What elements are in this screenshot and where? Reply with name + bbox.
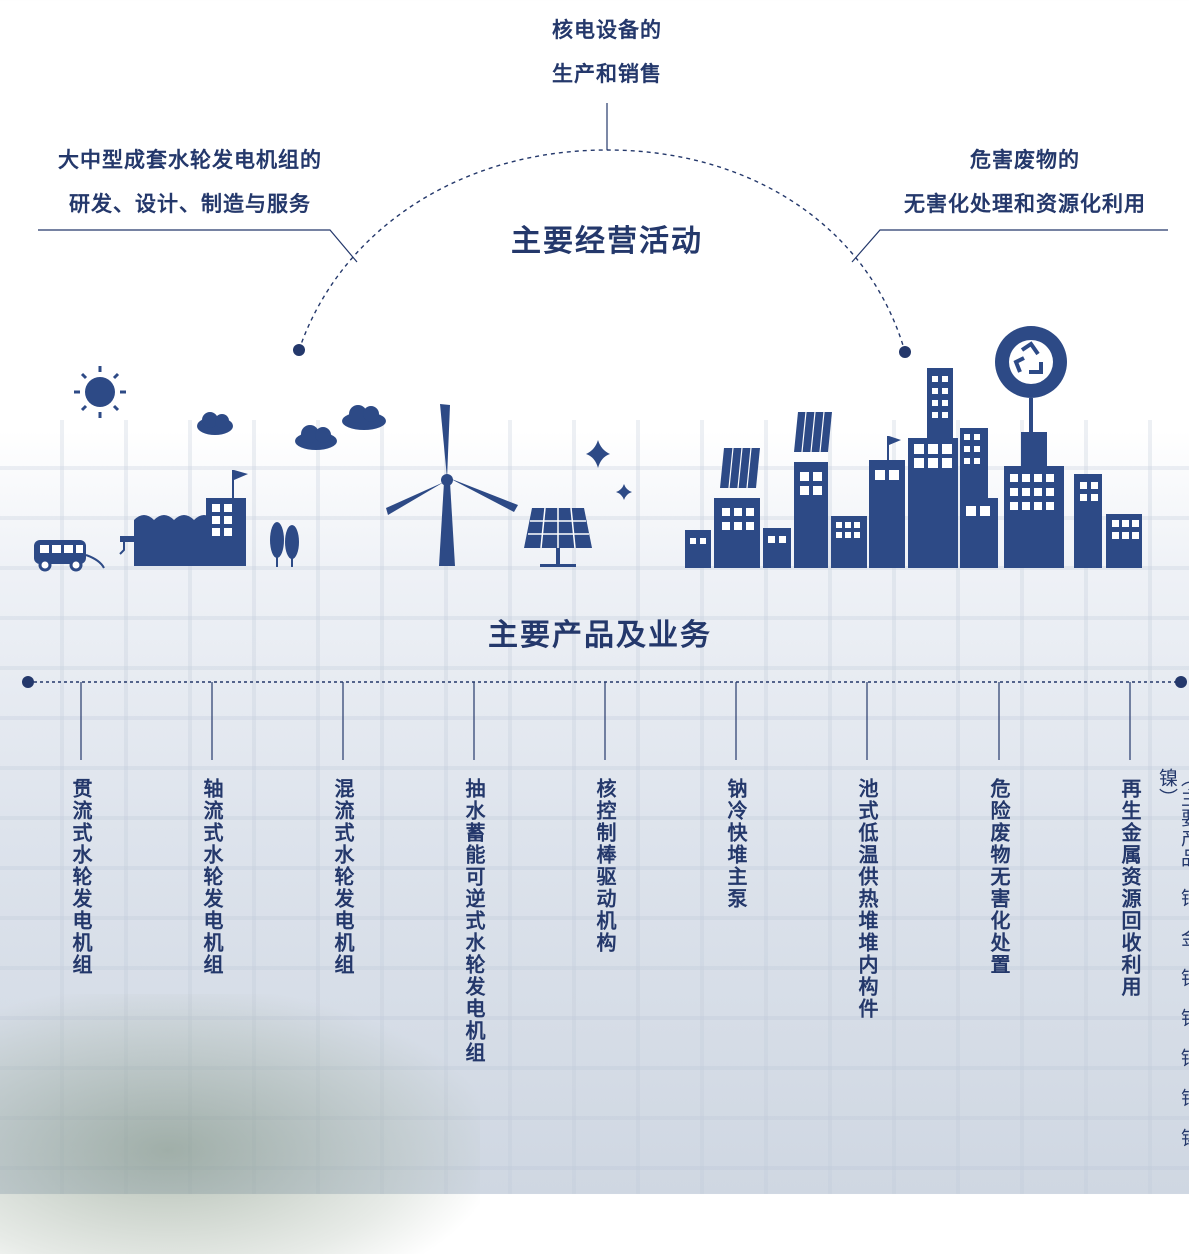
electric-bus-icon (34, 540, 105, 572)
left-leader-line (38, 229, 358, 263)
right-leader-line (851, 229, 1168, 263)
top-activity-line2: 生产和销售 (552, 62, 662, 86)
top-activity-label: 核电设备的 生产和销售 (457, 8, 757, 96)
products-title: 主要产品及业务 (488, 618, 712, 653)
main-activities-title: 主要经营活动 (511, 224, 703, 259)
product-label: 贯流式水轮发电机组 (69, 778, 93, 976)
timeline-dot-left (22, 676, 34, 688)
product-label: 核控制棒驱动机构 (593, 778, 617, 954)
right-activity-label: 危害废物的 无害化处理和资源化利用 (870, 138, 1180, 226)
sun-icon (74, 366, 126, 418)
right-activity-line1: 危害废物的 (970, 148, 1080, 172)
top-activity-line1: 核电设备的 (552, 18, 662, 42)
product-label: 危险废物无害化处置 (987, 778, 1011, 976)
activity-arc (298, 149, 906, 353)
arc-dot-right (899, 346, 911, 358)
product-label: 池式低温供热堆堆内构件 (855, 778, 879, 1020)
city-skyline-icon (685, 326, 1142, 568)
product-label: 再生金属资源回收利用 (1118, 778, 1142, 998)
factory-icon (119, 470, 248, 566)
cloud-icon (342, 405, 386, 430)
diagram-graphics (22, 103, 1187, 760)
solar-panel-icon (524, 507, 592, 567)
wind-turbine-icon (386, 404, 518, 566)
product-connectors (80, 682, 1131, 760)
sparkle-icon (586, 440, 632, 500)
right-activity-line2: 无害化处理和资源化利用 (904, 192, 1146, 216)
product-label: 混流式水轮发电机组 (331, 778, 355, 976)
product-label: 钠冷快堆主泵 (724, 778, 748, 910)
timeline-dot-right (1175, 676, 1187, 688)
cloud-icon (295, 425, 337, 450)
arc-dot-left (293, 344, 305, 356)
cloud-icon (197, 412, 233, 435)
left-activity-label: 大中型成套水轮发电机组的 研发、设计、制造与服务 (20, 138, 360, 226)
left-activity-line1: 大中型成套水轮发电机组的 (58, 148, 322, 172)
left-activity-line2: 研发、设计、制造与服务 (69, 192, 311, 216)
product-label: 轴流式水轮发电机组 (200, 778, 224, 976)
product-label: 抽水蓄能可逆式水轮发电机组 (462, 778, 486, 1064)
tree-icon (270, 522, 299, 567)
product-note: （主要产品：铜、金、银、铂、钯、锌、锡、镍） (1156, 768, 1189, 1168)
